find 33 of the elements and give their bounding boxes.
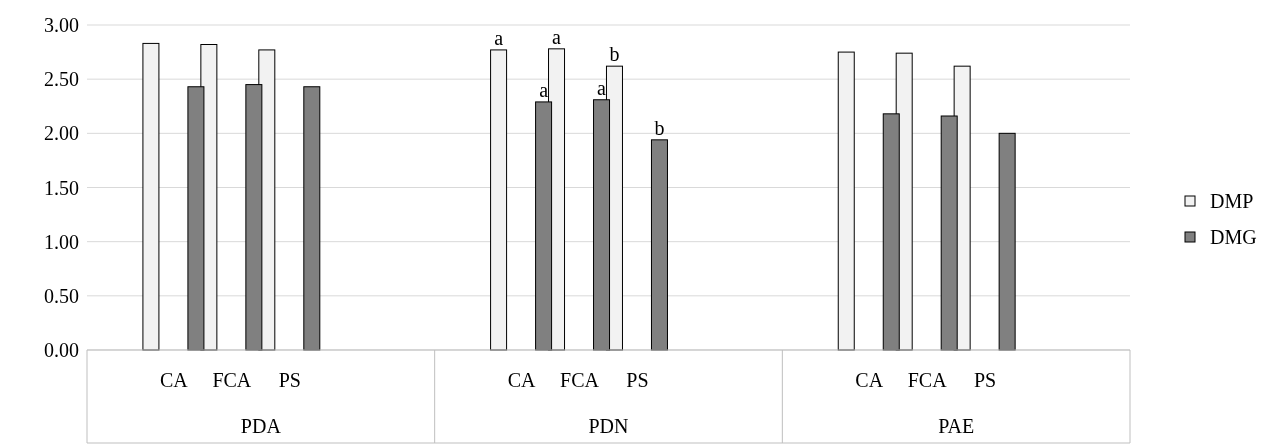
y-tick-label: 3.00 [44, 14, 79, 36]
data-label: a [552, 25, 562, 48]
text: PAE [938, 415, 975, 437]
x-tick-label: PS [626, 369, 649, 391]
y-tick-label: 0.00 [44, 339, 79, 361]
y-tick-label: 1.50 [44, 176, 79, 199]
x-tick-label: CA [855, 369, 884, 391]
x-tick-label: FCA [212, 369, 252, 391]
bar [837, 51, 855, 351]
x-tick-label: FCA [907, 369, 948, 391]
y-tick-label: 0.50 [44, 284, 79, 307]
data-label: b [654, 116, 665, 139]
bar [998, 132, 1016, 351]
data-label: a [539, 78, 549, 101]
x-tick-label: PS [974, 369, 997, 391]
bar [490, 49, 508, 351]
text: PDA [240, 415, 282, 437]
x-tick-label: PS [278, 369, 301, 391]
text: PDN [588, 415, 629, 437]
legend-label: DMP [1210, 190, 1254, 212]
x-tick-label: CA [160, 369, 189, 391]
data-label: a [597, 76, 607, 99]
bar [650, 139, 668, 351]
bar [142, 42, 160, 351]
x-tick-label: FCA [560, 369, 600, 391]
legend-label: DMG [1210, 226, 1257, 248]
y-tick-label: 2.00 [44, 122, 79, 145]
data-label: a [494, 26, 504, 49]
data-label: b [609, 43, 620, 66]
x-tick-label: CA [507, 369, 537, 391]
y-tick-label: 2.50 [44, 68, 79, 91]
y-tick-label: 1.00 [44, 230, 79, 253]
bar [303, 86, 321, 351]
